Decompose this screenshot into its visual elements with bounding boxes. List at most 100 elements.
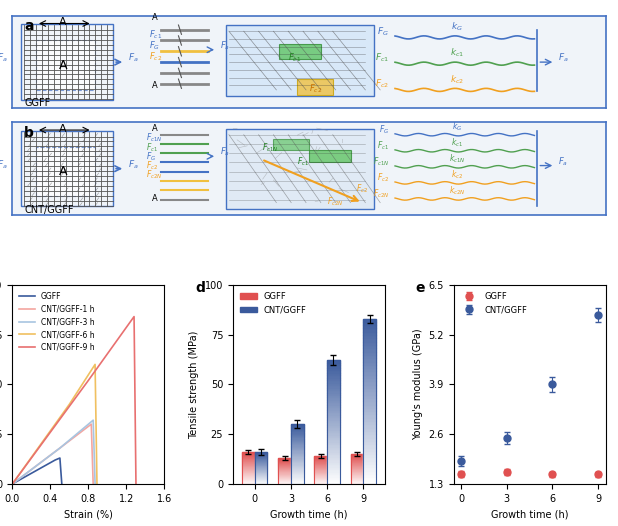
- Bar: [242, 482, 255, 483]
- Bar: [327, 378, 340, 380]
- Bar: [36, 147, 95, 196]
- Text: $F_{c1}$: $F_{c1}$: [288, 52, 302, 64]
- Bar: [255, 460, 268, 461]
- Bar: [255, 462, 268, 463]
- Text: GGFF: GGFF: [24, 98, 51, 108]
- Bar: [327, 424, 340, 427]
- Text: $F_a$: $F_a$: [220, 39, 230, 52]
- Bar: [350, 461, 363, 462]
- Bar: [363, 481, 376, 484]
- Bar: [291, 430, 303, 431]
- Bar: [242, 462, 255, 463]
- Bar: [278, 458, 291, 484]
- Bar: [363, 438, 376, 441]
- Bar: [315, 466, 327, 467]
- Bar: [350, 454, 363, 455]
- Bar: [363, 434, 376, 438]
- Bar: [327, 380, 340, 382]
- Text: $F_G$: $F_G$: [146, 150, 156, 163]
- Text: A: A: [152, 82, 158, 90]
- Bar: [255, 473, 268, 474]
- Bar: [242, 463, 255, 464]
- Bar: [315, 469, 327, 470]
- Bar: [327, 360, 340, 363]
- Bar: [350, 480, 363, 481]
- Bar: [350, 481, 363, 482]
- Bar: [291, 480, 303, 481]
- CNT/GGFF-6 h: [93, 481, 101, 487]
- Text: $F_{c1N}$: $F_{c1N}$: [373, 155, 389, 168]
- Bar: [291, 441, 303, 442]
- Bar: [226, 128, 375, 209]
- Bar: [255, 452, 268, 453]
- Bar: [242, 469, 255, 470]
- Bar: [350, 467, 363, 468]
- GGFF: [58, 481, 66, 487]
- Bar: [291, 458, 303, 459]
- Bar: [242, 465, 255, 466]
- Bar: [363, 371, 376, 375]
- Bar: [315, 474, 327, 475]
- Y-axis label: Young's modulus (GPa): Young's modulus (GPa): [413, 329, 423, 440]
- Bar: [363, 418, 376, 421]
- Bar: [291, 424, 303, 426]
- Text: $k_G$: $k_G$: [452, 120, 462, 133]
- Bar: [255, 476, 268, 477]
- Bar: [255, 465, 268, 466]
- Bar: [291, 440, 303, 441]
- Bar: [291, 461, 303, 462]
- Bar: [291, 452, 303, 453]
- Bar: [327, 472, 340, 474]
- CNT/GGFF-9 h: [130, 313, 138, 320]
- Bar: [315, 473, 327, 474]
- Text: $k_{c2}$: $k_{c2}$: [451, 168, 464, 181]
- CNT/GGFF-3 h: [9, 481, 16, 487]
- Text: e: e: [415, 281, 425, 295]
- Bar: [363, 365, 376, 368]
- Bar: [327, 427, 340, 430]
- Text: $F_a$: $F_a$: [220, 146, 230, 158]
- CNT/GGFF-3 h: [90, 417, 97, 423]
- Bar: [363, 451, 376, 454]
- X-axis label: Growth time (h): Growth time (h): [491, 509, 569, 519]
- Bar: [327, 366, 340, 368]
- Bar: [350, 475, 363, 476]
- Text: A: A: [152, 194, 158, 203]
- CNT/GGFF-9 h: [132, 481, 140, 487]
- Bar: [291, 432, 303, 434]
- Bar: [291, 446, 303, 447]
- Bar: [291, 436, 303, 437]
- Bar: [327, 462, 340, 464]
- Bar: [291, 437, 303, 439]
- Bar: [350, 469, 363, 470]
- Bar: [315, 463, 327, 464]
- Text: $F_{c2}$: $F_{c2}$: [377, 171, 389, 184]
- Bar: [363, 474, 376, 477]
- Bar: [242, 478, 255, 479]
- Bar: [350, 466, 363, 467]
- Bar: [315, 461, 327, 462]
- Bar: [327, 363, 340, 366]
- Bar: [291, 444, 303, 446]
- Bar: [255, 479, 268, 480]
- Bar: [315, 457, 327, 458]
- Text: $F_{c2}$: $F_{c2}$: [309, 83, 322, 95]
- Bar: [327, 407, 340, 410]
- Bar: [327, 422, 340, 424]
- CNT/GGFF-9 h: [85, 377, 92, 383]
- CNT/GGFF-9 h: [9, 481, 16, 487]
- Bar: [291, 476, 303, 477]
- Bar: [315, 476, 327, 477]
- Bar: [242, 475, 255, 476]
- Bar: [327, 467, 340, 469]
- CNT/GGFF-3 h: [91, 481, 99, 487]
- Bar: [255, 475, 268, 476]
- Bar: [315, 460, 327, 461]
- Bar: [36, 41, 95, 90]
- Bar: [327, 417, 340, 420]
- Bar: [327, 439, 340, 442]
- Bar: [327, 432, 340, 434]
- CNT/GGFF-3 h: [56, 445, 64, 451]
- Bar: [315, 456, 327, 484]
- Bar: [327, 415, 340, 417]
